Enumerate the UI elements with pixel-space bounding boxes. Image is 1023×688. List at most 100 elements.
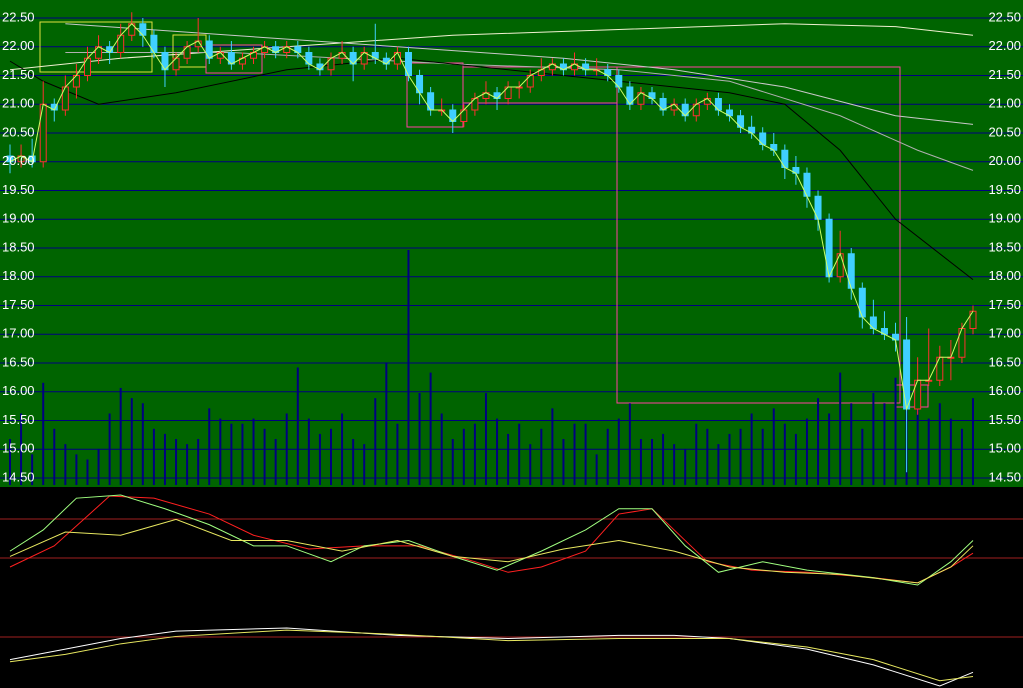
- volume-bar: [507, 433, 510, 485]
- volume-bar: [473, 423, 476, 485]
- volume-bar: [119, 387, 122, 485]
- volume-bar: [805, 418, 808, 485]
- volume-bar: [551, 408, 554, 485]
- volume-bar: [363, 444, 366, 485]
- y-tick-label: 17.00: [2, 326, 35, 341]
- volume-bar: [628, 403, 631, 485]
- volume-bar: [318, 433, 321, 485]
- y-tick-label-right: 22.00: [988, 38, 1021, 53]
- volume-bar: [307, 418, 310, 485]
- volume-bar: [484, 393, 487, 485]
- moving-average: [65, 23, 974, 125]
- y-tick-label: 18.00: [2, 268, 35, 283]
- volume-bar: [97, 449, 100, 485]
- oscillator-line: [9, 494, 974, 586]
- volume-bar: [230, 423, 233, 485]
- volume-bar: [883, 403, 886, 485]
- y-tick-label: 15.00: [2, 441, 35, 456]
- y-tick-label-right: 21.50: [988, 67, 1021, 82]
- volume-bar: [573, 423, 576, 485]
- volume-bar: [86, 459, 89, 485]
- volume-bar: [617, 418, 620, 485]
- y-tick-label-right: 17.00: [988, 326, 1021, 341]
- volume-bar: [828, 413, 831, 485]
- volume-bar: [152, 428, 155, 485]
- volume-bar: [197, 439, 200, 485]
- volume-bar: [9, 439, 11, 485]
- y-tick-label: 18.50: [2, 239, 35, 254]
- volume-bar: [783, 423, 786, 485]
- volume-bar: [651, 439, 653, 485]
- volume-bar: [706, 428, 709, 485]
- volume-bar: [584, 423, 587, 485]
- volume-bar: [75, 454, 78, 485]
- volume-bar: [861, 428, 864, 485]
- volume-bar: [850, 403, 853, 485]
- volume-bar: [540, 428, 543, 485]
- y-tick-label: 16.50: [2, 354, 35, 369]
- volume-bar: [562, 439, 565, 485]
- volume-bar: [396, 423, 399, 485]
- volume-bar: [839, 372, 842, 485]
- volume-bar: [141, 403, 144, 485]
- volume-bar: [916, 408, 919, 485]
- volume-bar: [529, 444, 532, 485]
- volume-bar: [330, 428, 332, 485]
- moving-average: [9, 23, 974, 71]
- volume-bar: [31, 454, 34, 485]
- y-tick-label: 22.50: [2, 9, 35, 24]
- volume-bar: [374, 398, 377, 485]
- volume-bar: [385, 362, 388, 485]
- volume-bar: [53, 428, 56, 485]
- volume-bar: [728, 433, 731, 485]
- volume-bar: [684, 449, 687, 485]
- volume-bar: [761, 428, 764, 485]
- volume-bar: [496, 418, 499, 485]
- volume-bar: [42, 382, 45, 485]
- volume-bar: [263, 428, 266, 485]
- oscillator-line: [9, 518, 974, 584]
- volume-bar: [285, 413, 288, 485]
- volume-bar: [673, 444, 676, 485]
- volume-bar: [341, 413, 344, 485]
- macd-line: [9, 627, 974, 687]
- volume-bar: [462, 428, 465, 485]
- volume-bar: [949, 418, 952, 485]
- volume-bar: [927, 418, 930, 485]
- volume-bar: [695, 423, 698, 485]
- y-tick-label-right: 15.00: [988, 441, 1021, 456]
- volume-bar: [794, 433, 797, 485]
- y-tick-label: 20.50: [2, 124, 35, 139]
- volume-bar: [20, 413, 23, 485]
- volume-bar: [972, 398, 974, 485]
- volume-bar: [872, 393, 875, 485]
- y-tick-label: 21.00: [2, 96, 35, 111]
- y-tick-label-right: 14.50: [988, 469, 1021, 484]
- y-tick-label: 15.50: [2, 412, 35, 427]
- volume-bar: [662, 433, 665, 485]
- y-tick-label-right: 15.50: [988, 412, 1021, 427]
- y-tick-label-right: 22.50: [988, 9, 1021, 24]
- range-box: [205, 44, 263, 74]
- macd-line: [9, 629, 974, 682]
- volume-bar: [252, 418, 255, 485]
- volume-bar: [606, 428, 609, 485]
- y-tick-label: 17.50: [2, 297, 35, 312]
- volume-bar: [750, 413, 753, 485]
- y-tick-label-right: 17.50: [988, 297, 1021, 312]
- moving-average: [9, 57, 974, 281]
- volume-bar: [130, 398, 133, 485]
- y-tick-label: 14.50: [2, 469, 35, 484]
- price-panel: [0, 0, 1023, 487]
- y-tick-label: 20.00: [2, 153, 35, 168]
- volume-bar: [186, 444, 189, 485]
- volume-bar: [219, 418, 222, 485]
- y-tick-label-right: 21.00: [988, 96, 1021, 111]
- y-tick-label: 19.00: [2, 211, 35, 226]
- range-box: [616, 66, 901, 404]
- volume-bar: [451, 439, 454, 485]
- close-line: [9, 23, 974, 411]
- volume-bar: [429, 372, 432, 485]
- y-tick-label: 16.00: [2, 383, 35, 398]
